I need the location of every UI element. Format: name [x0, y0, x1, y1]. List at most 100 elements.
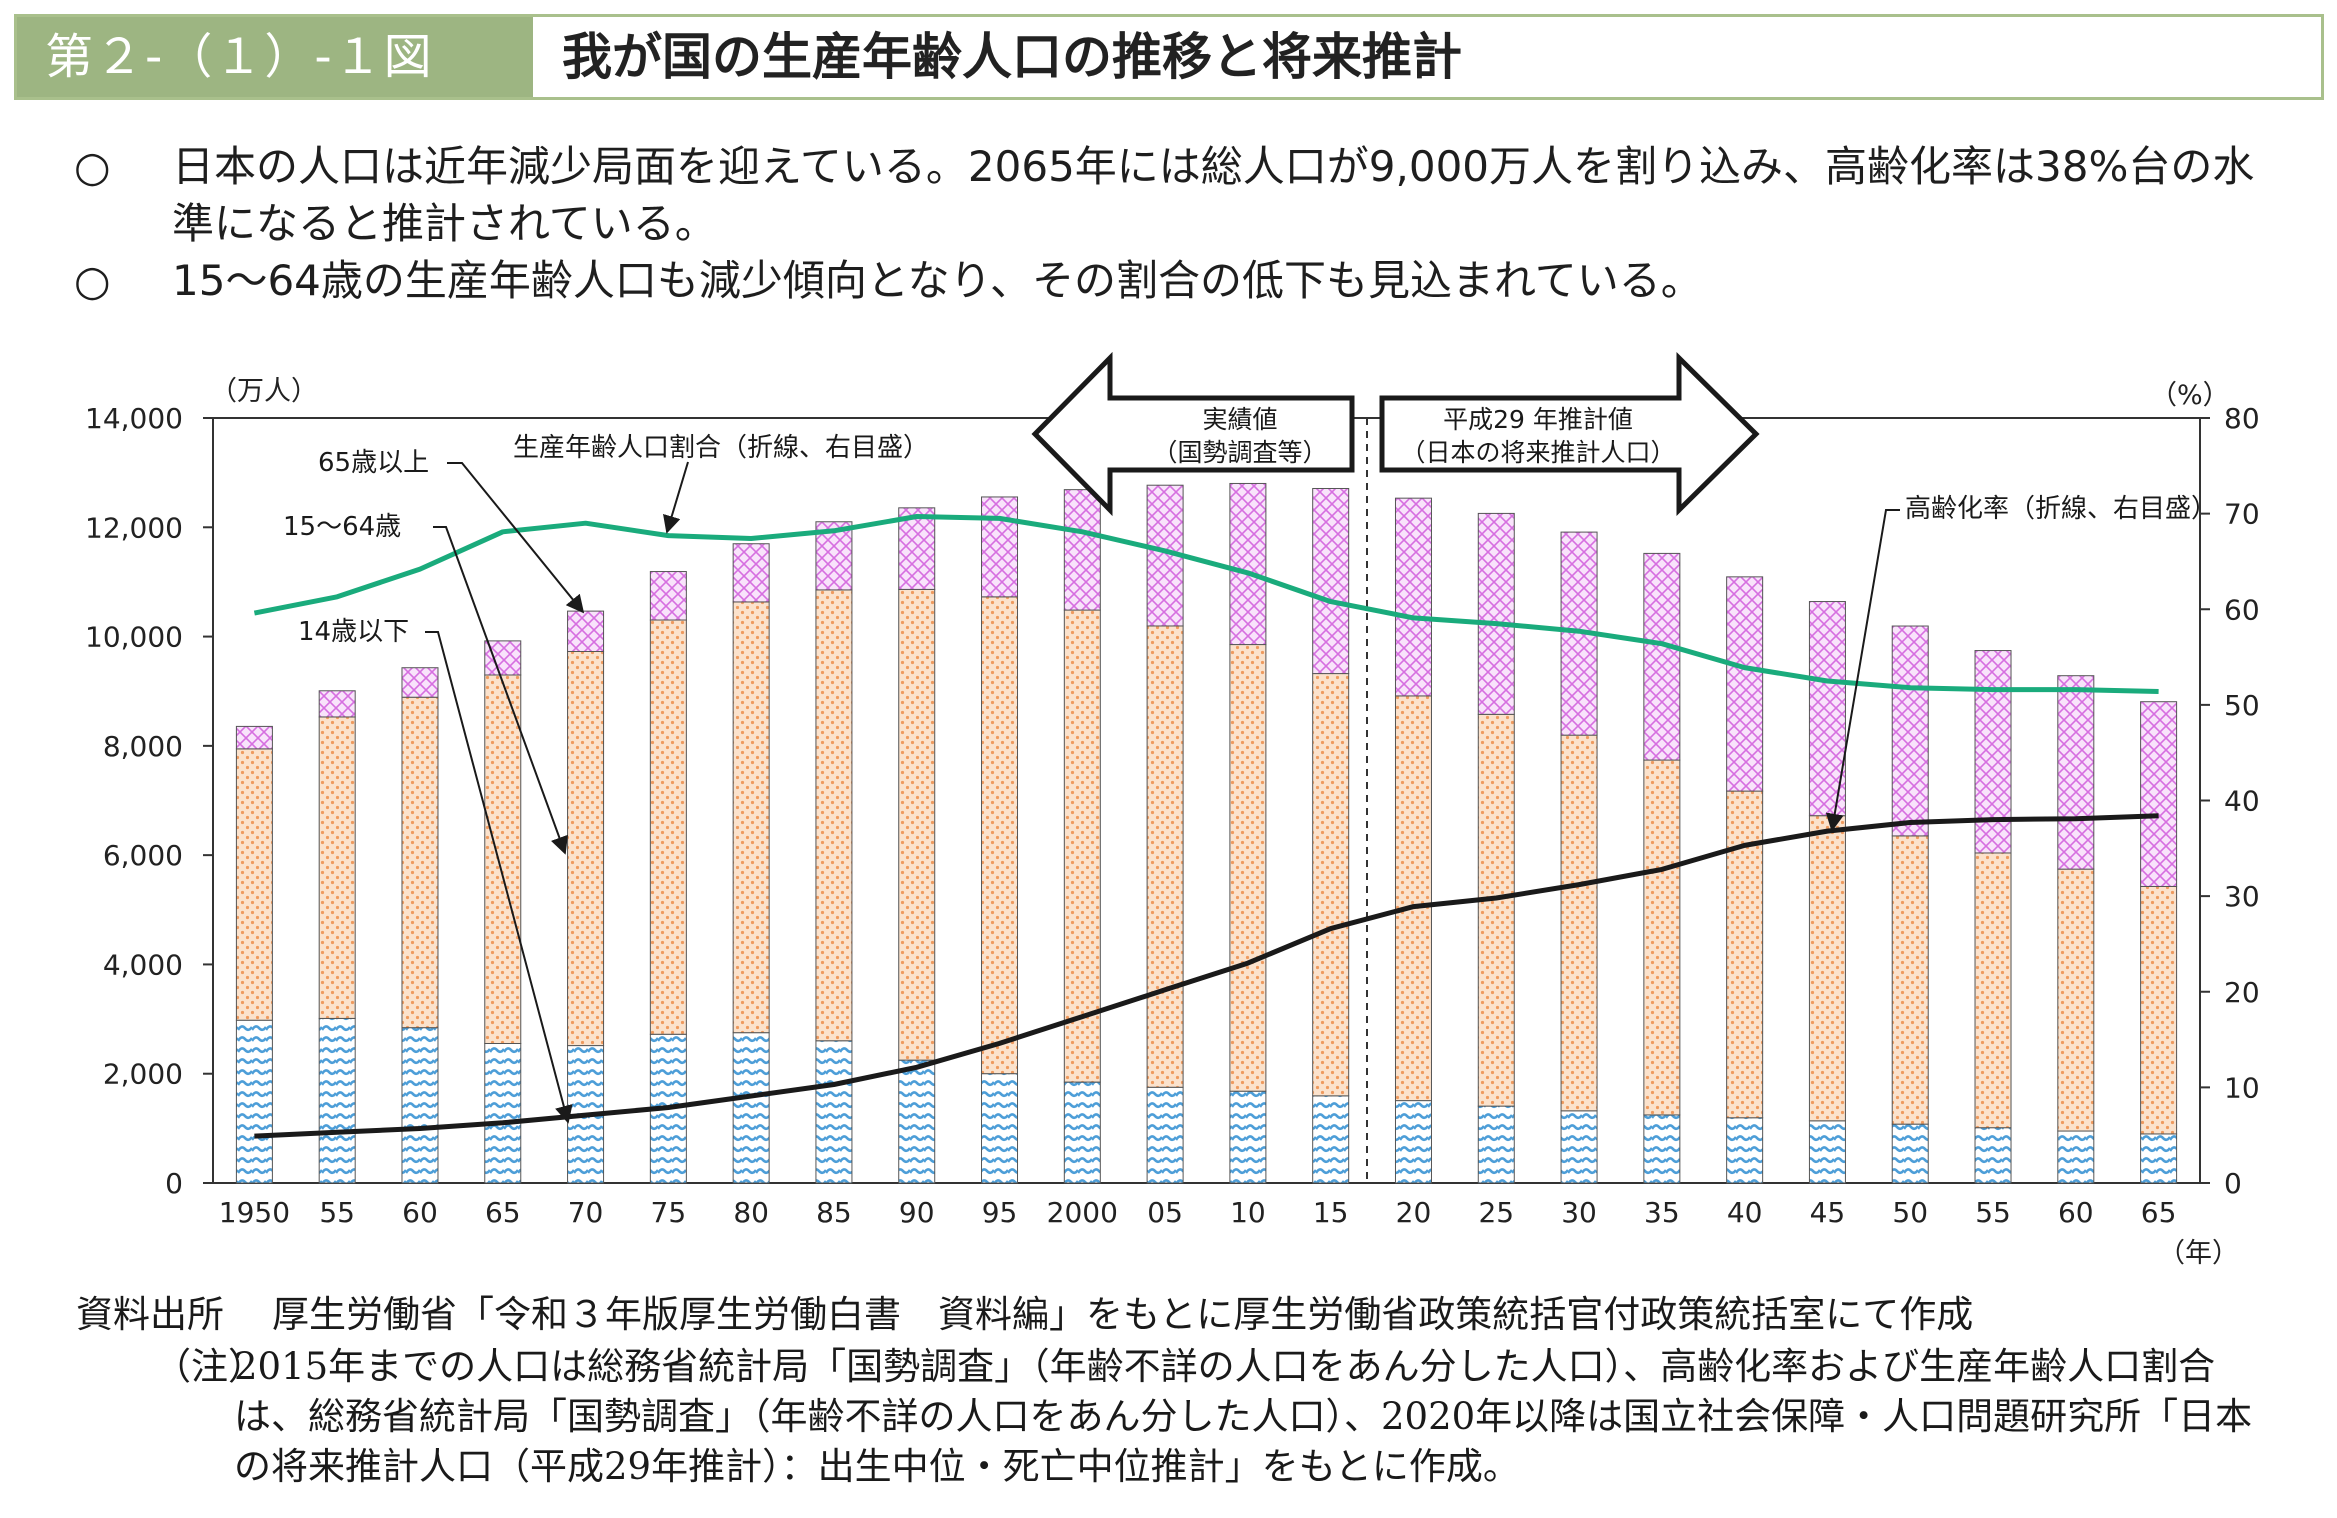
series-annotations: 生産年齢人口割合（折線、右目盛） 65歳以上 15～64歳 14歳以下 高齢化率…: [283, 433, 2217, 1124]
bar-segment-65-plus: [1394, 497, 1432, 697]
right-axis-unit: （%）: [2150, 380, 2230, 411]
bar-segment-15-64: [1891, 835, 1929, 1125]
actual-arrow-icon: [1031, 351, 1355, 517]
bar-segment-14-under: [401, 1027, 439, 1184]
x-tick-label: 15: [1313, 1196, 1349, 1229]
projection-arrow-icon: [1379, 352, 1760, 516]
bar-segment-15-64: [1229, 644, 1267, 1092]
source-text: 厚生労働省「令和３年版厚生労働白書 資料編」をもとに厚生労働省政策統括官付政策統…: [272, 1293, 1974, 1336]
x-tick-label: 55: [319, 1196, 355, 1229]
bar-segment-14-under: [1312, 1095, 1350, 1184]
left-tick-label: 0: [165, 1167, 183, 1200]
actual-sublabel: （国勢調査等）: [1152, 438, 1327, 467]
bar-segment-65-plus: [1063, 489, 1101, 611]
bar-segment-15-64: [1974, 852, 2012, 1129]
x-tick-label: 70: [568, 1196, 604, 1229]
bar-segment-15-64: [1643, 759, 1681, 1116]
figure-title: 我が国の生産年齢人口の推移と将来推計: [562, 28, 1462, 86]
left-tick-label: 14,000: [85, 402, 183, 435]
bar-segment-15-64: [1312, 673, 1350, 1097]
bar-segment-15-64: [401, 696, 439, 1029]
bar-segment-65-plus: [2057, 675, 2095, 870]
bar-segment-14-under: [1229, 1090, 1267, 1184]
left-tick-label: 10,000: [85, 621, 183, 654]
bar-segment-15-64: [484, 674, 522, 1044]
x-tick-label: 20: [1396, 1196, 1432, 1229]
x-tick-label: 1950: [219, 1196, 290, 1229]
bar-segment-15-64: [1560, 734, 1598, 1112]
bar-segment-65-plus: [1477, 512, 1515, 715]
bullet-item: ○ 日本の人口は近年減少局面を迎えている。2065年には総人口が9,000万人を…: [70, 138, 2280, 252]
right-tick-label: 20: [2224, 976, 2260, 1009]
working-age-ratio-line: [253, 514, 2159, 694]
bar-segment-65-plus: [235, 725, 273, 750]
actual-label: 実績値: [1202, 405, 1277, 434]
stacked-bars: [235, 482, 2178, 1184]
bar-segment-15-64: [1477, 713, 1515, 1107]
bar-segment-15-64: [1726, 790, 1764, 1119]
population-chart: （万人） （%） （年） 0 2,000 4,000 6,000 8,000 10,000…: [85, 351, 2260, 1269]
right-tick-label: 30: [2224, 880, 2260, 913]
bullet-text: 15～64歳の生産年齢人口も減少傾向となり、その割合の低下も見込まれている。: [172, 256, 1703, 305]
bar-segment-65-plus: [318, 690, 356, 718]
x-tick-label: 85: [816, 1196, 852, 1229]
right-tick-label: 0: [2224, 1167, 2242, 1200]
x-tick-label: 60: [402, 1196, 438, 1229]
right-tick-label: 60: [2224, 593, 2260, 626]
bar-segment-15-64: [235, 748, 273, 1021]
bar-segment-15-64: [318, 716, 356, 1019]
bar-segment-14-under: [1063, 1081, 1101, 1184]
x-tick-label: 30: [1561, 1196, 1597, 1229]
notes-section: 資料出所 厚生労働省「令和３年版厚生労働白書 資料編」をもとに厚生労働省政策統括官…: [76, 1290, 2286, 1492]
bar-segment-14-under: [235, 1019, 273, 1184]
bar-segment-65-plus: [1891, 625, 1929, 837]
label-15-64: 15～64歳: [283, 512, 401, 542]
x-axis-labels: 1950 55 60 65 70 75 80 85 90 95 2000 05 10 15 20 25 30 35…: [219, 1196, 2177, 1229]
x-tick-label: 40: [1727, 1196, 1763, 1229]
left-axis-unit: （万人）: [210, 376, 318, 407]
bar-segment-14-under: [732, 1032, 770, 1184]
x-tick-label: 10: [1230, 1196, 1266, 1229]
x-tick-label: 2000: [1047, 1196, 1118, 1229]
circle-bullet-icon: ○: [74, 256, 111, 305]
bar-segment-65-plus: [981, 496, 1019, 598]
bar-segment-14-under: [981, 1073, 1019, 1184]
bar-segment-14-under: [1974, 1127, 2012, 1184]
bar-segment-65-plus: [401, 667, 439, 698]
bar-segment-65-plus: [484, 640, 522, 676]
bar-segment-14-under: [1808, 1120, 1846, 1184]
bar-segment-65-plus: [567, 610, 605, 652]
bar-segment-15-64: [2057, 868, 2095, 1132]
label-65-plus: 65歳以上: [318, 448, 429, 478]
series-lines: [253, 514, 2159, 1139]
x-tick-label: 65: [2141, 1196, 2177, 1229]
bar-segment-14-under: [484, 1042, 522, 1184]
bar-segment-14-under: [318, 1017, 356, 1184]
bar-segment-15-64: [732, 601, 770, 1034]
x-tick-label: 05: [1147, 1196, 1183, 1229]
projection-label: 平成29 年推計値: [1443, 405, 1633, 434]
bar-segment-65-plus: [1974, 650, 2012, 854]
bar-segment-65-plus: [898, 507, 936, 590]
bar-segment-14-under: [815, 1040, 853, 1184]
right-tick-label: 40: [2224, 785, 2260, 818]
bar-segment-15-64: [1394, 695, 1432, 1102]
aging-rate-line: [254, 813, 2159, 1139]
bar-segment-65-plus: [649, 571, 687, 621]
source-line: 資料出所 厚生労働省「令和３年版厚生労働白書 資料編」をもとに厚生労働省政策統括官…: [76, 1290, 2286, 1340]
note-line: （注） 2015年までの人口は総務省統計局「国勢調査」（年齢不詳の人口をあん分した…: [76, 1342, 2286, 1492]
bar-segment-65-plus: [1229, 482, 1267, 646]
figure-number: 第２-（１）-１図: [17, 17, 533, 97]
bar-segment-14-under: [898, 1059, 936, 1184]
left-tick-label: 6,000: [103, 839, 183, 872]
bar-segment-15-64: [649, 619, 687, 1035]
figure-header: 第２-（１）-１図 我が国の生産年齢人口の推移と将来推計: [14, 14, 2324, 100]
x-tick-label: 80: [733, 1196, 769, 1229]
bar-segment-65-plus: [1312, 487, 1350, 675]
note-text: 2015年までの人口は総務省統計局「国勢調査」（年齢不詳の人口をあん分した人口）…: [234, 1345, 2253, 1488]
summary-bullets: ○ 日本の人口は近年減少局面を迎えている。2065年には総人口が9,000万人を…: [70, 138, 2280, 309]
x-tick-label: 95: [982, 1196, 1018, 1229]
circle-bullet-icon: ○: [74, 142, 111, 191]
bar-segment-15-64: [815, 589, 853, 1042]
bar-segment-14-under: [2057, 1130, 2095, 1184]
